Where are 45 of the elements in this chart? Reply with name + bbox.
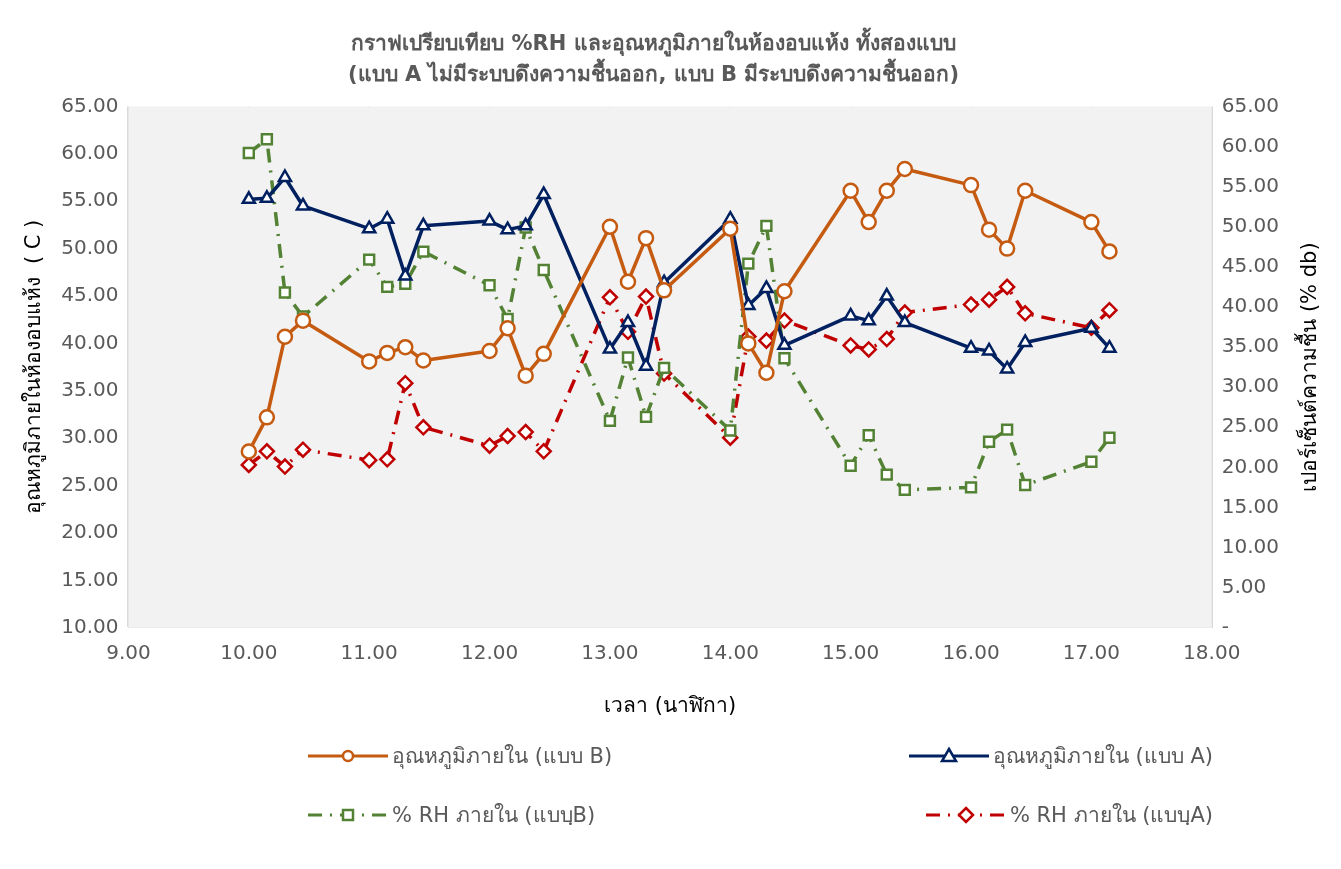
y2-tick-label: 40.00 xyxy=(1221,293,1280,318)
legend-label: อุณหภูมิภายใน (แบบ B) xyxy=(392,743,613,771)
y2-tick-label: 65.00 xyxy=(1221,92,1280,117)
x-tick-label: 14.00 xyxy=(701,640,759,664)
chart-title: กราฟเปรียบเทียบ %RH และอุณหภูมิภายในห้องอบแห้ง ทั้งสองแบบ xyxy=(351,27,956,58)
x-tick-label: 16.00 xyxy=(942,640,1000,664)
y-tick-label: 45.00 xyxy=(61,282,119,307)
y-tick-label: 50.00 xyxy=(61,234,119,259)
y2-tick-label: 50.00 xyxy=(1221,212,1280,237)
chart-subtitle: (แบบ A ไม่มีระบบดึงความชื้นออก, แบบ B มีระบบดึงความชื้นออก) xyxy=(348,58,959,87)
legend-label: % RH ภายใน (แบบฺB) xyxy=(392,802,596,829)
y2-tick-label: 20.00 xyxy=(1221,453,1280,478)
x-tick-label: 13.00 xyxy=(581,640,639,664)
x-tick-label: 11.00 xyxy=(340,640,398,664)
x-tick-label: 9.00 xyxy=(106,640,151,664)
y2-axis-title: เปอร์เซ็นต์ความชื้น (% db) xyxy=(1294,242,1322,492)
x-tick-label: 17.00 xyxy=(1062,640,1121,664)
y-tick-label: 15.00 xyxy=(61,566,119,591)
x-axis-title: เวลา (นาฬิกา) xyxy=(604,692,737,717)
y2-tick-label: 30.00 xyxy=(1221,373,1280,398)
y-tick-label: 55.00 xyxy=(61,187,119,212)
y2-tick-label: 10.00 xyxy=(1221,533,1280,558)
y2-tick-label: 55.00 xyxy=(1221,172,1280,197)
y2-tick-label: 60.00 xyxy=(1221,132,1280,157)
x-tick-label: 18.00 xyxy=(1183,640,1241,664)
y-axis-title: อุณหภูมิภายในห้องอบแห้ง ( C ) xyxy=(21,219,47,515)
y-tick-label: 25.00 xyxy=(61,471,119,496)
y2-tick-label: 35.00 xyxy=(1221,333,1280,358)
y-tick-label: 60.00 xyxy=(61,140,119,164)
x-tick-label: 15.00 xyxy=(822,640,880,664)
legend-label: % RH ภายใน (แบบฺA) xyxy=(1009,802,1213,829)
y-tick-label: 40.00 xyxy=(61,329,119,354)
y2-tick-label: 45.00 xyxy=(1221,253,1280,278)
y2-tick-label: 5.00 xyxy=(1221,573,1267,598)
y2-tick-label: 25.00 xyxy=(1221,413,1280,438)
y2-tick-label: 15.00 xyxy=(1221,493,1280,518)
y-tick-label: 10.00 xyxy=(61,614,119,638)
y-tick-label: 65.00 xyxy=(61,92,119,117)
y-tick-label: 20.00 xyxy=(61,519,119,544)
y-tick-label: 30.00 xyxy=(61,424,119,449)
x-tick-label: 12.00 xyxy=(460,640,519,664)
legend-label: อุณหภูมิภายใน (แบบ A) xyxy=(992,743,1213,771)
y-tick-label: 35.00 xyxy=(61,377,119,401)
y2-tick-label: - xyxy=(1221,614,1229,638)
x-tick-label: 10.00 xyxy=(220,640,278,664)
